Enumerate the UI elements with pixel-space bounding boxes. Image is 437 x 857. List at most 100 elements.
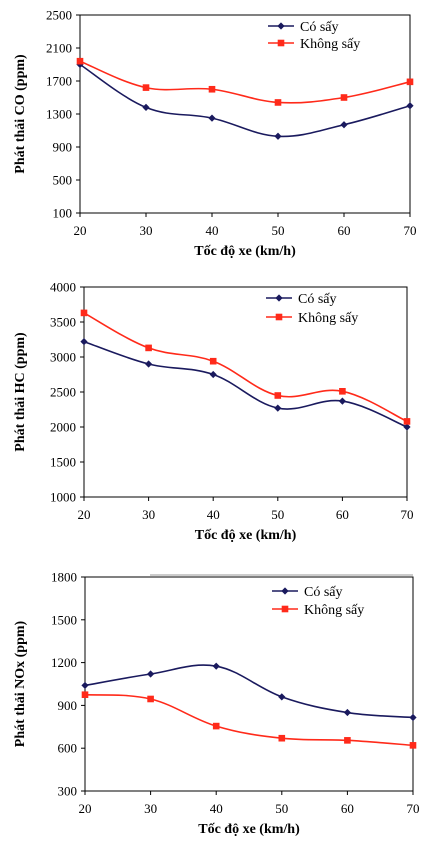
data-point-diamond <box>274 404 282 412</box>
data-point-diamond <box>278 693 286 701</box>
x-tick-label: 20 <box>78 507 91 522</box>
data-point-diamond <box>80 338 88 346</box>
chart-panel-1: 100 500 900 1300 1700 2100 2500 20 30 40 50 60 70 Tốc… <box>13 8 417 260</box>
data-point-diamond <box>145 360 153 368</box>
data-point-square <box>80 309 88 317</box>
x-axis-title: Tốc độ xe (km/h) <box>195 528 297 543</box>
legend-marker-diamond <box>281 587 289 595</box>
data-point-square <box>81 691 89 698</box>
y-tick-label: 2500 <box>50 385 76 400</box>
y-tick-label: 600 <box>58 741 78 756</box>
y-tick-label: 1200 <box>51 655 77 670</box>
legend-marker-square <box>281 605 289 613</box>
data-point-diamond <box>208 114 216 122</box>
legend-label: Có sấy <box>298 292 337 307</box>
legend: Có sấy Không sấy <box>266 292 358 326</box>
data-point-diamond <box>142 103 150 111</box>
x-tick-label: 60 <box>336 507 349 522</box>
x-tick-label: 30 <box>144 801 157 816</box>
y-tick-label: 1000 <box>50 490 76 505</box>
data-point-square <box>403 418 411 425</box>
data-point-diamond <box>409 713 417 722</box>
data-point-square <box>212 722 220 730</box>
y-tick-label: 1700 <box>46 74 72 89</box>
data-point-diamond <box>338 397 346 405</box>
y-tick-label: 4000 <box>50 280 76 295</box>
x-tick-label: 70 <box>401 507 414 522</box>
data-point-square <box>208 85 216 93</box>
legend-label: Không sấy <box>300 37 360 52</box>
data-point-square <box>278 734 286 742</box>
series-line-khong-say <box>79 60 411 104</box>
legend-marker-diamond <box>277 22 285 30</box>
data-point-diamond <box>340 121 348 129</box>
x-tick-label: 30 <box>140 223 153 238</box>
x-tick-label: 20 <box>74 223 87 238</box>
y-tick-label: 3500 <box>50 315 76 330</box>
legend-marker-diamond <box>275 294 283 302</box>
data-point-square <box>147 695 154 703</box>
y-axis-title: Phát thải NOx (ppm) <box>13 620 28 747</box>
data-point-diamond <box>212 662 220 670</box>
x-tick-label: 50 <box>271 507 284 522</box>
x-tick-label: 40 <box>206 223 219 238</box>
x-tick-label: 50 <box>272 223 285 238</box>
data-point-square <box>145 344 152 352</box>
series-line-co-say <box>84 664 414 719</box>
data-point-square <box>344 737 351 744</box>
y-tick-label: 1300 <box>46 107 72 122</box>
chart-panel-3: 300 600 900 1200 1500 1800 20 30 40 50 60 70 Tốc độ … <box>13 570 420 838</box>
x-tick-label: 30 <box>142 507 155 522</box>
y-tick-label: 3000 <box>50 350 76 365</box>
data-point-square <box>274 392 282 399</box>
legend-label: Không sấy <box>304 603 364 618</box>
data-point-square <box>409 742 417 749</box>
y-tick-label: 1500 <box>50 455 76 470</box>
x-axis-title: Tốc độ xe (km/h) <box>198 822 300 837</box>
legend-marker-square <box>275 313 283 321</box>
x-tick-label: 60 <box>341 801 354 816</box>
series-line-co-say <box>79 63 411 138</box>
legend: Có sấy Không sấy <box>272 585 364 618</box>
data-point-square <box>406 78 414 86</box>
x-axis-title: Tốc độ xe (km/h) <box>194 244 296 259</box>
y-tick-label: 2100 <box>46 41 72 56</box>
y-tick-label: 900 <box>58 698 78 713</box>
x-tick-label: 50 <box>275 801 288 816</box>
data-point-square <box>274 99 282 106</box>
data-point-square <box>209 357 217 365</box>
chart-panel-2: 1000 1500 2000 2500 3000 3500 4000 20 30 40 50 60 70… <box>13 280 414 544</box>
data-point-square <box>340 94 348 101</box>
legend-label: Không sấy <box>298 311 358 326</box>
y-axis-title: Phát thải CO (ppm) <box>13 54 28 174</box>
x-tick-label: 20 <box>79 801 92 816</box>
x-tick-label: 40 <box>207 507 220 522</box>
series-line-co-say <box>83 340 408 428</box>
y-tick-label: 1800 <box>51 570 77 585</box>
data-point-diamond <box>147 670 155 678</box>
data-point-diamond <box>406 102 414 110</box>
x-tick-label: 40 <box>210 801 223 816</box>
y-tick-label: 500 <box>53 173 73 188</box>
y-tick-label: 1500 <box>51 612 77 627</box>
y-tick-label: 2500 <box>46 8 72 23</box>
data-point-diamond <box>274 132 282 140</box>
legend-label: Có sấy <box>300 20 339 35</box>
series-line-khong-say <box>83 312 408 423</box>
plot-area <box>79 14 411 214</box>
data-point-square <box>339 388 346 395</box>
data-point-diamond <box>403 423 411 431</box>
legend-marker-square <box>277 39 285 47</box>
plot-area <box>84 576 414 792</box>
data-point-square <box>76 57 84 65</box>
y-tick-label: 300 <box>58 784 78 799</box>
y-axis-title: Phát thải HC (ppm) <box>13 332 28 452</box>
y-tick-label: 900 <box>53 140 73 155</box>
data-point-diamond <box>343 708 351 717</box>
y-tick-label: 100 <box>53 206 73 221</box>
series-line-khong-say <box>84 693 414 747</box>
x-tick-label: 60 <box>338 223 351 238</box>
data-point-square <box>142 84 150 91</box>
x-tick-label: 70 <box>404 223 417 238</box>
